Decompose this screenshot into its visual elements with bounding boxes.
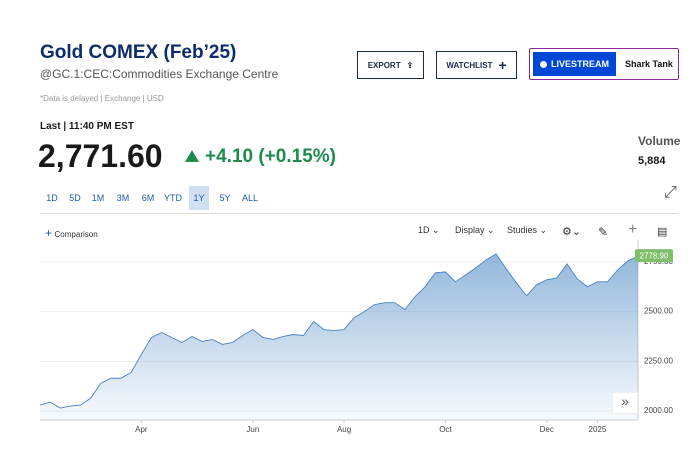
x-tick-label: 2025 [589, 425, 607, 434]
x-tick-label: Oct [439, 425, 452, 434]
livestream[interactable]: LIVESTREAM Shark Tank [529, 48, 679, 80]
x-tick-label: Aug [337, 425, 351, 434]
icon: + [498, 57, 507, 73]
range-button[interactable]: 5D [69, 193, 81, 203]
display[interactable]: Display ⌄ [455, 225, 495, 235]
notice: *Data is delayed | Exchange | USD [40, 94, 164, 103]
label: 1D [418, 225, 430, 235]
studies[interactable]: Studies ⌄ [507, 225, 548, 235]
range-button[interactable]: 1M [91, 193, 105, 203]
last-value-marker [635, 249, 673, 263]
comparison[interactable]: + Comparison [45, 226, 98, 240]
x-tick-label: Dec [540, 425, 554, 434]
draw-icon[interactable]: ✎ [598, 225, 609, 239]
y-tick-label: 2250.00 [644, 356, 673, 365]
show: Shark Tank [625, 59, 673, 69]
symbol: @GC.1:CEC:Commodities Exchange Centre [40, 67, 279, 81]
area [40, 253, 638, 420]
range-button[interactable]: YTD [164, 193, 182, 203]
label: EXPORT [367, 60, 401, 70]
range-button[interactable]: 5Y [219, 193, 231, 203]
line [39, 253, 639, 409]
range-button[interactable]: 6M [141, 193, 155, 203]
export-button[interactable]: EXPORT ⇪ [357, 51, 424, 79]
y-tick-label: 2500.00 [644, 307, 673, 316]
x-tick-label: Jun [246, 425, 259, 434]
range-button[interactable]: 1D [46, 193, 58, 203]
comment-icon[interactable]: ▤ [657, 226, 668, 238]
label: Display [455, 225, 485, 235]
up-arrow [185, 150, 199, 162]
last-value-label: 2778.90 [640, 251, 669, 260]
settings-icon[interactable]: ⚙⌄ [562, 226, 582, 238]
watchlist-button[interactable]: WATCHLIST + [436, 51, 517, 79]
x-tick-label: Apr [135, 425, 148, 434]
range-button[interactable]: 3M [116, 193, 130, 203]
change: +4.10 (+0.15%) [205, 146, 336, 167]
title: Gold COMEX (Feb’25) [40, 42, 237, 63]
volume-label: Volume [638, 134, 681, 148]
range-button[interactable]: 1Y [189, 186, 209, 210]
icon: ⇪ [406, 60, 414, 70]
range-button[interactable]: ALL [241, 193, 258, 203]
interval[interactable]: 1D ⌄ [418, 225, 440, 235]
price: 2,771.60 [38, 138, 163, 174]
label: LIVESTREAM [550, 59, 609, 69]
label: WATCHLIST [446, 60, 493, 70]
livestream-badge: LIVESTREAM [533, 52, 616, 76]
scroll-button[interactable]: » [612, 392, 638, 414]
expand-icon[interactable]: ⤢ [664, 184, 677, 201]
label: Comparison [54, 230, 98, 239]
crosshair-icon[interactable]: + [628, 221, 638, 238]
volume: 5,884 [638, 155, 666, 167]
divider [40, 213, 678, 214]
y-tick-label: 2000.00 [644, 406, 673, 415]
label: Studies [507, 225, 538, 235]
chart: 2000.002250.002500.002750.00AprJunAugOct… [39, 240, 673, 434]
last-time: Last | 11:40 PM EST [40, 121, 134, 132]
